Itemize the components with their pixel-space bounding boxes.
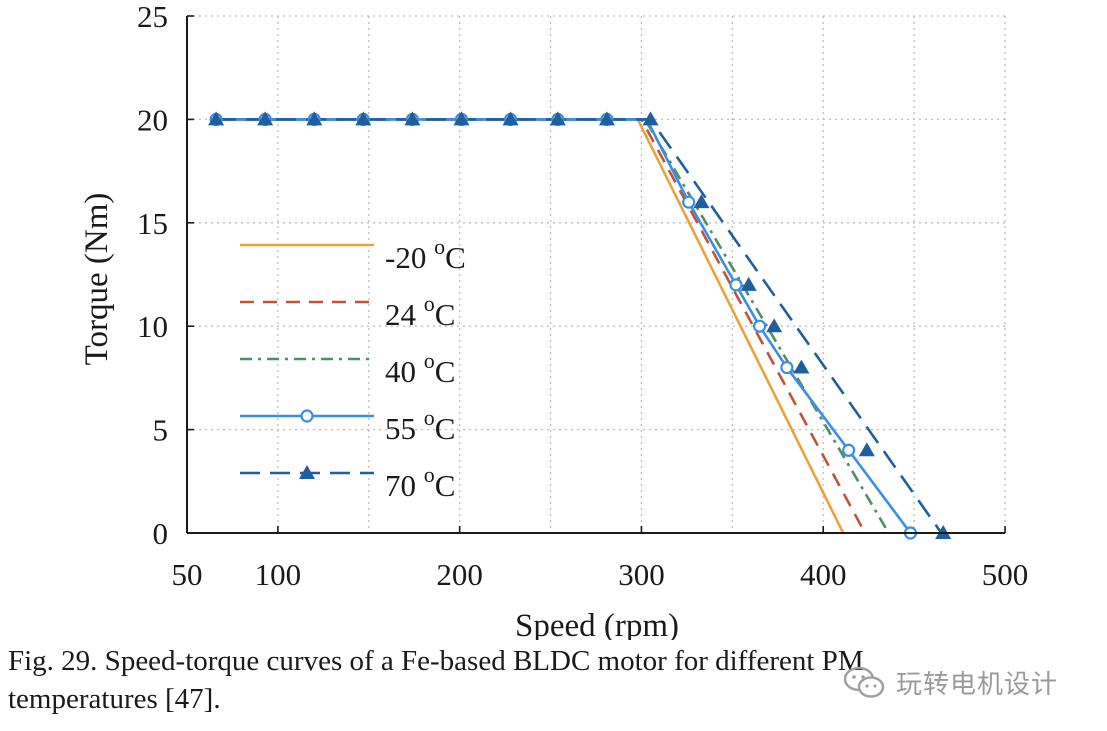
series-4-marker — [766, 318, 783, 333]
series-4-marker — [453, 111, 470, 126]
series-3-marker — [752, 319, 767, 333]
legend-item-2: 40 oC — [240, 348, 455, 389]
series-4-marker — [208, 111, 225, 126]
caption-line-1: Fig. 29. Speed-torque curves of a Fe-bas… — [8, 645, 864, 677]
caption-line-2: temperatures [47]. — [8, 683, 221, 715]
legend-label: 70 oC — [385, 462, 455, 503]
y-tick-label: 5 — [153, 413, 169, 448]
figure-caption: Fig. 29. Speed-torque curves of a Fe-bas… — [8, 642, 1103, 718]
series-4-marker — [404, 111, 421, 126]
legend-item-1: 24 oC — [240, 291, 455, 332]
y-tick-label: 25 — [137, 0, 168, 34]
x-tick-label: 300 — [618, 557, 665, 592]
legend-label: 40 oC — [385, 348, 455, 389]
series-4-marker — [502, 111, 519, 126]
series-4-marker — [793, 359, 810, 374]
series-3-marker — [842, 443, 856, 457]
series-4-marker — [858, 442, 875, 457]
wechat-icon — [843, 666, 885, 698]
series-4-marker — [740, 276, 757, 291]
series-line-3 — [216, 118, 912, 534]
watermark: 玩转电机设计 — [842, 664, 1058, 701]
series-4-marker — [598, 111, 615, 126]
x-tick-label: 200 — [436, 557, 483, 592]
x-tick-label: 50 — [172, 557, 203, 592]
axes — [186, 15, 1006, 534]
series-3-marker — [682, 195, 696, 209]
tick-labels: 50 100 200 300 400 500 0 5 10 15 20 25 — [137, 0, 1028, 592]
y-tick-label: 15 — [137, 206, 168, 241]
y-tick-label: 20 — [137, 102, 168, 137]
grid-lines — [187, 15, 1006, 533]
legend-label: 55 oC — [385, 405, 455, 446]
series-3-marker — [780, 360, 794, 375]
legend-item-0: -20 oC — [240, 234, 466, 275]
y-tick-label: 10 — [137, 309, 168, 344]
y-axis-label: Torque (Nm) — [79, 193, 115, 366]
legend-label: 24 oC — [385, 291, 455, 332]
series-4-marker — [693, 194, 710, 209]
x-tick-label: 500 — [982, 557, 1029, 592]
series-4-marker — [642, 111, 659, 126]
legend: -20 oC 24 oC 40 oC 55 oC 70 oC — [240, 234, 466, 503]
x-tick-label: 400 — [800, 557, 847, 592]
series-markers — [208, 111, 952, 540]
y-tick-label: 0 — [153, 516, 169, 551]
x-tick-label: 100 — [255, 557, 302, 592]
watermark-text: 玩转电机设计 — [896, 670, 1059, 700]
series-3-marker — [729, 278, 743, 292]
legend-marker — [300, 409, 314, 423]
legend-marker — [299, 465, 315, 479]
legend-label: -20 oC — [385, 234, 466, 275]
legend-item-3: 55 oC — [240, 405, 455, 446]
series-4-marker — [549, 111, 566, 126]
x-axis-label: Speed (rpm) — [515, 608, 679, 640]
series-4-marker — [355, 111, 372, 126]
series-4-marker — [257, 111, 274, 126]
legend-item-4: 70 oC — [240, 462, 455, 503]
series-4-marker — [306, 111, 323, 126]
